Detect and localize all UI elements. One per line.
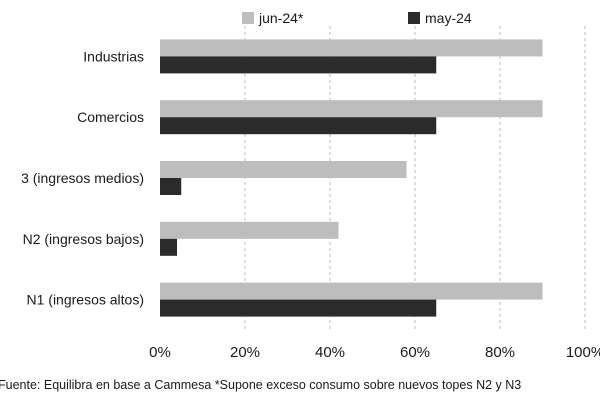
- x-tick-label-80: 80%: [485, 344, 515, 361]
- legend-swatch-may-24: [408, 12, 420, 24]
- x-tick-labels: 0% 20% 40% 60% 80% 100%: [149, 344, 600, 361]
- x-tick-label-40: 40%: [315, 344, 345, 361]
- bar-may-24-n1-ingresos-altos: [160, 299, 437, 317]
- source-note: Fuente: Equilibra en base a Cammesa *Sup…: [0, 378, 521, 392]
- bar-may-24-comercios: [160, 117, 437, 135]
- category-label-comercios: Comercios: [77, 109, 144, 125]
- legend-label-jun-24: jun-24*: [258, 10, 304, 26]
- bars: [160, 39, 543, 317]
- category-label-n1-ingresos-altos: N1 (ingresos altos): [27, 292, 145, 308]
- bar-may-24-industrias: [160, 56, 437, 74]
- bar-jun-24-n1-ingresos-altos: [160, 282, 543, 300]
- legend-label-may-24: may-24: [425, 10, 472, 26]
- grid-lines: [244, 26, 586, 330]
- bar-jun-24-industrias: [160, 39, 543, 57]
- category-labels: Industrias Comercios 3 (ingresos medios) N2…: [21, 48, 144, 307]
- x-tick-label-0: 0%: [149, 344, 171, 361]
- x-tick-label-20: 20%: [230, 344, 260, 361]
- bar-jun-24-3-ingresos-medios: [160, 161, 407, 178]
- bar-may-24-3-ingresos-medios: [160, 178, 182, 195]
- category-label-3-ingresos-medios: 3 (ingresos medios): [21, 170, 144, 186]
- bar-may-24-n2-ingresos-bajos: [160, 238, 177, 256]
- legend: jun-24* may-24: [242, 10, 472, 26]
- legend-swatch-jun-24: [242, 12, 254, 24]
- bar-jun-24-comercios: [160, 100, 543, 118]
- x-tick-label-60: 60%: [400, 344, 430, 361]
- category-label-industrias: Industrias: [83, 48, 144, 64]
- bar-jun-24-n2-ingresos-bajos: [160, 221, 339, 239]
- category-label-n2-ingresos-bajos: N2 (ingresos bajos): [23, 231, 144, 247]
- x-tick-label-100: 100%: [566, 344, 600, 361]
